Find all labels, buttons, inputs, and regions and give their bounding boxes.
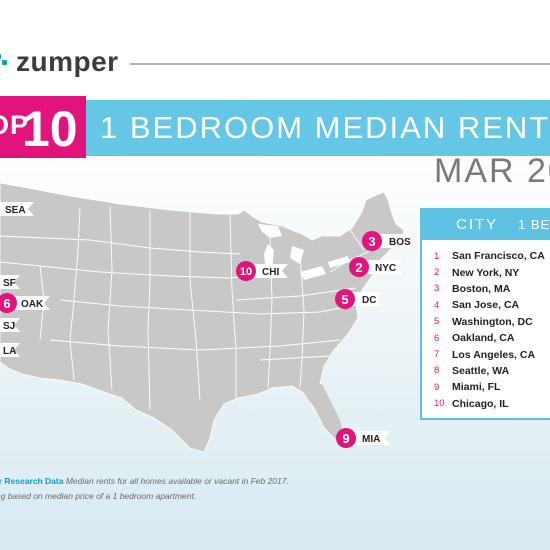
marker-mia[interactable]: MIA 9 xyxy=(336,428,390,448)
rank-number: 1 xyxy=(434,250,440,262)
marker-num-oak: 6 xyxy=(3,296,10,311)
zumper-logo-icon xyxy=(0,54,12,70)
table-row: 9 Miami, FL xyxy=(422,379,550,395)
city-name: San Francisco, CA xyxy=(452,250,545,263)
header-divider xyxy=(130,63,550,65)
table-row: 10 Chicago, IL xyxy=(422,396,550,412)
marker-nyc[interactable]: NYC 2 xyxy=(349,257,402,277)
page-title: 1 BEDROOM MEDIAN RENT PRIC xyxy=(100,110,550,145)
header-city: CITY xyxy=(456,216,499,233)
city-name: San Jose, CA xyxy=(452,299,520,312)
marker-num-dc: 5 xyxy=(341,292,348,307)
marker-label-la: LA xyxy=(3,346,16,357)
footnote-line-2: ing based on median price of a 1 bedroom… xyxy=(0,491,197,501)
rank-number: 9 xyxy=(434,381,440,393)
great-lakes xyxy=(258,224,350,280)
footnote: er Research Data Median rents for all ho… xyxy=(0,474,289,504)
marker-label-oak: OAK xyxy=(21,299,44,310)
city-name: Oakland, CA xyxy=(452,332,515,345)
table-row: 1 San Francisco, CA xyxy=(422,248,550,264)
table-row: 4 San Jose, CA xyxy=(422,297,550,313)
city-name: Washington, DC xyxy=(452,315,533,328)
marker-label-nyc: NYC xyxy=(375,263,396,274)
badge-number: 10 xyxy=(22,101,78,157)
marker-num-bos: 3 xyxy=(368,234,375,249)
rank-number: 3 xyxy=(434,283,440,295)
city-name: Seattle, WA xyxy=(452,364,510,377)
marker-dc[interactable]: DC 5 xyxy=(335,289,382,309)
marker-num-chi: 10 xyxy=(240,266,252,278)
date-label: MAR 20 xyxy=(434,152,550,190)
rank-number: 10 xyxy=(434,398,445,410)
marker-sj[interactable]: SJ xyxy=(0,318,20,332)
city-name: New York, NY xyxy=(452,266,520,279)
marker-sf[interactable]: SF xyxy=(0,275,20,289)
florida-shape xyxy=(300,384,344,440)
table-rows: 1 San Francisco, CA 2 New York, NY 3 Boston, … xyxy=(422,240,550,412)
rank-number: 4 xyxy=(434,299,440,311)
table-row: 6 Oakland, CA xyxy=(422,330,550,346)
logo-text: zumper xyxy=(16,46,119,77)
city-name: Miami, FL xyxy=(452,381,501,394)
table-row: 8 Seattle, WA xyxy=(422,363,550,379)
marker-la[interactable]: LA xyxy=(0,343,20,357)
us-mainland-shape xyxy=(0,182,405,453)
marker-bos[interactable]: BOS 3 xyxy=(362,231,412,251)
marker-num-nyc: 2 xyxy=(355,260,362,275)
city-name: Boston, MA xyxy=(452,282,511,295)
marker-chi[interactable]: CHI 10 xyxy=(236,261,288,281)
marker-label-bos: BOS xyxy=(389,237,411,248)
marker-label-chi: CHI xyxy=(262,267,279,278)
rank-number: 6 xyxy=(434,332,440,344)
marker-oak[interactable]: OAK 6 xyxy=(0,293,50,313)
city-name: Los Angeles, CA xyxy=(452,348,536,361)
ranking-table: CITY 1 BE 1 San Francisco, CA 2 New York, N… xyxy=(420,208,550,420)
table-row: 7 Los Angeles, CA xyxy=(422,346,550,362)
rank-number: 8 xyxy=(434,365,440,377)
marker-sea[interactable]: SEA xyxy=(0,202,34,216)
table-header: CITY 1 BE xyxy=(422,210,550,240)
badge-prefix: OP xyxy=(0,110,30,140)
marker-label-sj: SJ xyxy=(3,321,15,332)
table-row: 5 Washington, DC xyxy=(422,314,550,330)
header-bedroom: 1 BE xyxy=(518,217,550,232)
zumper-logo: zumper xyxy=(0,44,119,80)
city-markers: BOS 3 NYC 2 DC 5 CHI 10 MIA xyxy=(0,202,412,448)
marker-label-sf: SF xyxy=(3,278,16,289)
marker-label-mia: MIA xyxy=(362,434,380,445)
source-label: er Research Data xyxy=(0,476,64,486)
city-name: Chicago, IL xyxy=(452,397,509,410)
footnote-line-1: Median rents for all homes available or … xyxy=(63,476,289,486)
rank-number: 7 xyxy=(434,349,440,361)
top-10-badge: OP 10 xyxy=(0,96,86,158)
rank-number: 5 xyxy=(434,316,440,328)
table-row: 3 Boston, MA xyxy=(422,281,550,297)
table-row: 2 New York, NY xyxy=(422,264,550,280)
marker-label-sea: SEA xyxy=(5,205,26,216)
marker-num-mia: 9 xyxy=(342,431,349,446)
title-strip: 1 BEDROOM MEDIAN RENT PRIC xyxy=(86,100,550,156)
marker-label-dc: DC xyxy=(362,295,376,306)
rank-number: 2 xyxy=(434,267,440,279)
